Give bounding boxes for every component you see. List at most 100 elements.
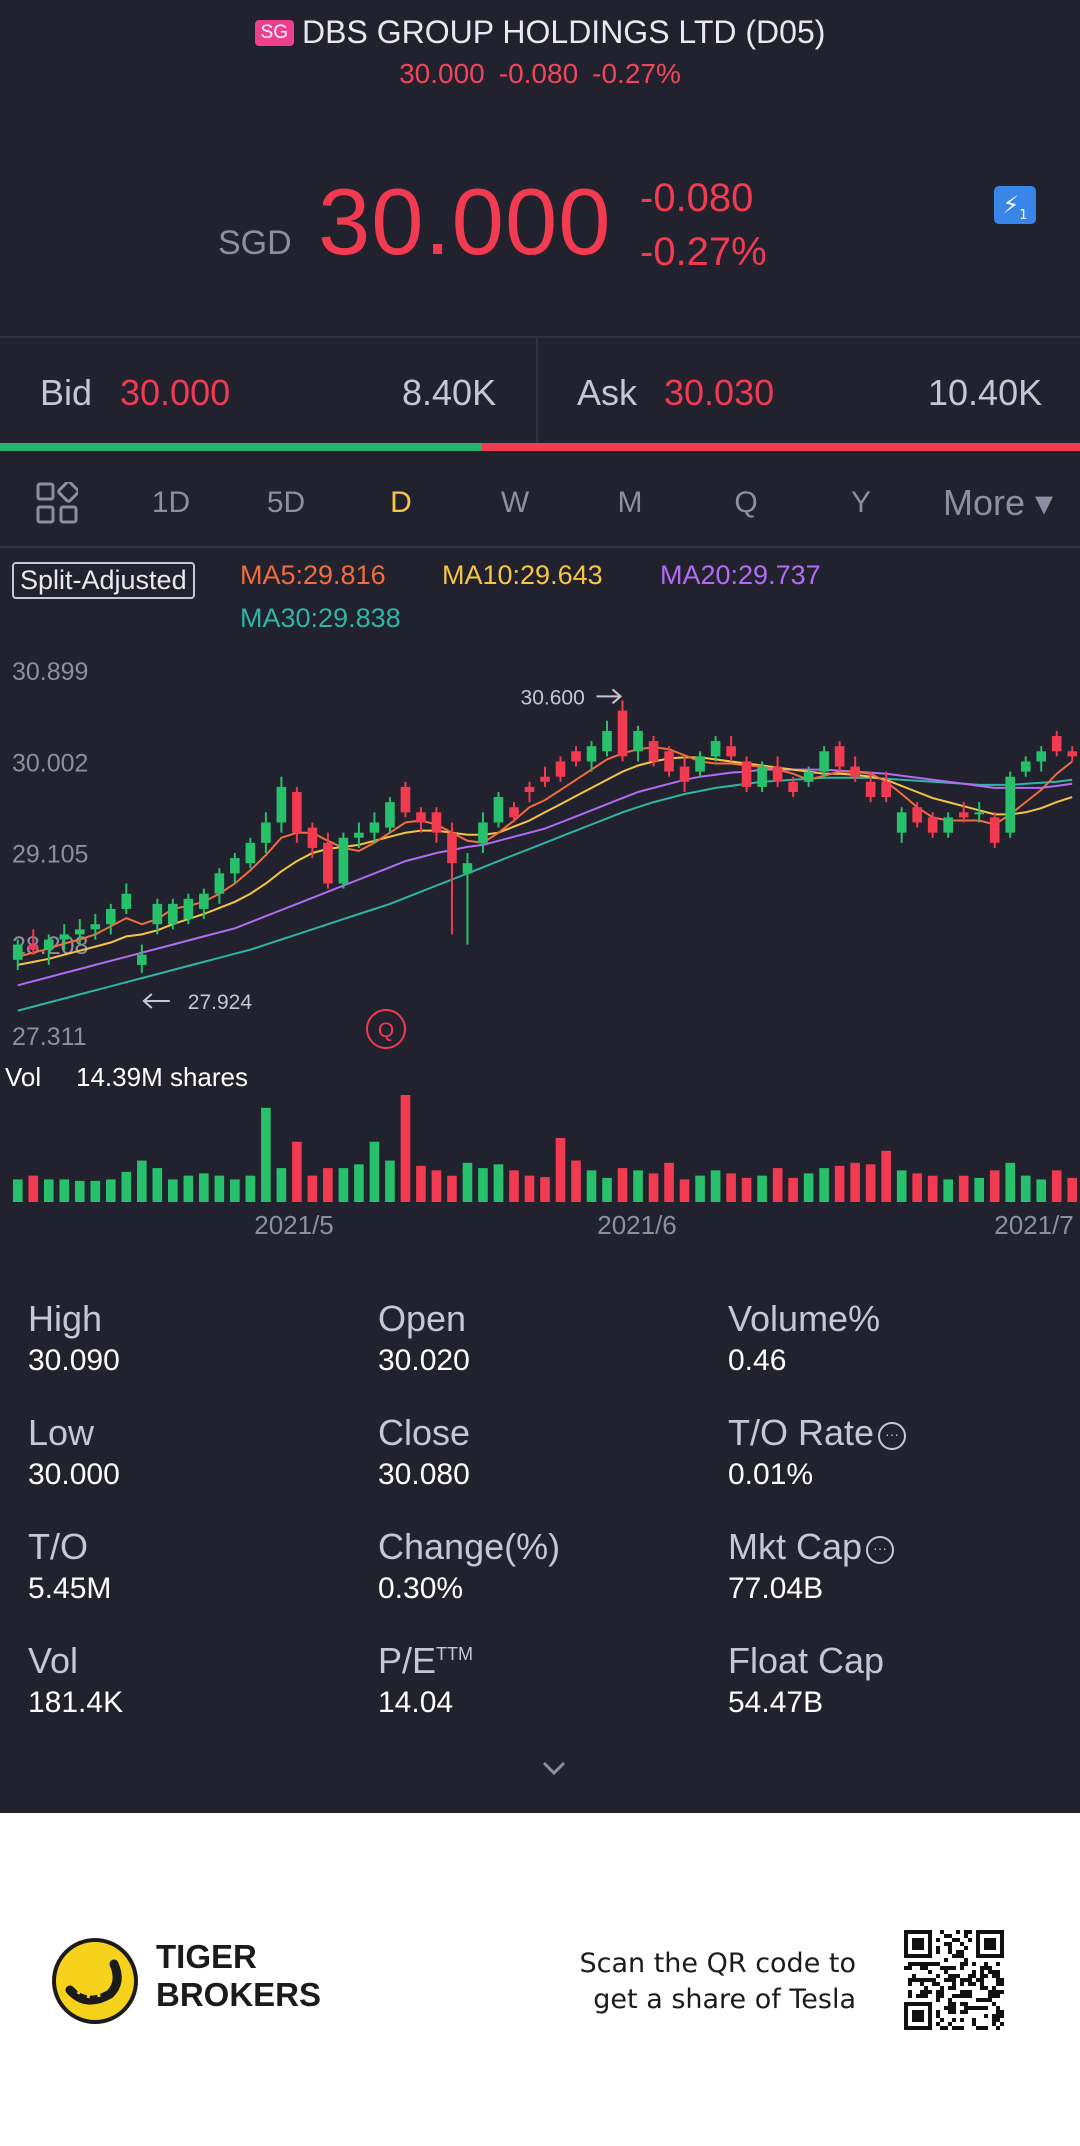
qr-module [928, 2010, 932, 2014]
qr-module [904, 2002, 908, 2006]
qr-module [960, 2002, 964, 2006]
split-adjusted-toggle[interactable]: Split-Adjusted [12, 562, 195, 599]
qr-module [904, 1946, 908, 1950]
qr-module [1000, 2014, 1004, 2018]
lightning-icon[interactable]: ⚡1 [994, 186, 1036, 224]
qr-module [956, 1938, 960, 1942]
qr-module [948, 1946, 952, 1950]
qr-module [984, 1946, 988, 1950]
volume-bar [633, 1170, 643, 1202]
candle-body [834, 746, 845, 767]
volume-bar [664, 1162, 674, 1202]
qr-module [980, 1986, 984, 1990]
qr-module [924, 1954, 928, 1958]
qr-module [904, 2006, 908, 2010]
volume-bar [943, 1179, 953, 1202]
qr-module [992, 1974, 996, 1978]
stat-high: High 30.090 [28, 1298, 120, 1372]
volume-bar [989, 1170, 1000, 1202]
candle-body [447, 832, 457, 864]
candle-body [137, 954, 147, 965]
qr-module [916, 2018, 920, 2022]
x-tick-label: 2021/5 [254, 1210, 334, 1240]
candle-body [633, 730, 643, 752]
tab-1d[interactable]: 1D [151, 486, 191, 519]
qr-module [928, 2018, 932, 2022]
tab-q[interactable]: Q [734, 486, 758, 519]
volume-bar [307, 1175, 318, 1202]
info-icon[interactable]: ··· [866, 1536, 895, 1564]
qr-module [920, 1946, 924, 1950]
info-icon[interactable]: ··· [878, 1422, 907, 1450]
tab-m[interactable]: M [617, 486, 643, 519]
qr-module [1000, 1934, 1004, 1938]
qr-module [908, 1966, 912, 1970]
candle-body [989, 817, 1000, 843]
qr-module [952, 1938, 956, 1942]
volume-bar [369, 1141, 380, 1202]
qr-module [980, 1982, 984, 1986]
qr-module [916, 1978, 920, 1982]
candle-body [571, 751, 581, 762]
tab-5d[interactable]: 5D [266, 486, 306, 519]
qr-module [956, 1974, 960, 1978]
qr-module [996, 2010, 1000, 2014]
stat-low: Low 30.000 [28, 1412, 120, 1486]
qr-module [992, 1970, 996, 1974]
qr-module [928, 2022, 932, 2026]
volume-bar [478, 1168, 488, 1202]
qr-code-icon[interactable] [904, 1930, 1004, 2030]
qr-module [908, 1994, 912, 1998]
candle-body [974, 812, 985, 815]
qr-module [928, 1946, 932, 1950]
qr-module [952, 1978, 956, 1982]
qr-module [996, 1990, 1000, 1994]
qr-module [992, 1954, 996, 1958]
volume-bar [757, 1175, 767, 1202]
candle-body [912, 807, 922, 823]
qr-module [924, 1962, 928, 1966]
stat-mkt-cap: Mkt Cap ··· 77.04B [728, 1526, 895, 1600]
qr-module [912, 1942, 916, 1946]
qr-module [944, 1942, 948, 1946]
qr-module [952, 1974, 956, 1978]
qr-module [912, 2014, 916, 2018]
market-badge: SG [254, 20, 295, 46]
qr-module [964, 1934, 968, 1938]
volume-value: 14.39M shares [76, 1062, 248, 1092]
candle-body [540, 776, 550, 782]
tab-more[interactable]: More ▾ [942, 482, 1054, 523]
qr-module [944, 1970, 948, 1974]
qr-module [904, 2014, 908, 2018]
qr-module [992, 1994, 996, 1998]
candle-body [385, 802, 395, 828]
volume-bar [385, 1160, 395, 1202]
divider [0, 546, 1080, 548]
qr-module [912, 1946, 916, 1950]
tab-w[interactable]: W [500, 486, 530, 519]
qr-module [908, 1962, 912, 1966]
candle-body [881, 781, 891, 798]
stat-vol: Vol 181.4K [28, 1640, 124, 1714]
stat-close: Close 30.080 [378, 1412, 471, 1486]
layout-grid-icon[interactable] [36, 482, 78, 524]
qr-module [916, 1930, 920, 1934]
qr-module [980, 1930, 984, 1934]
candlestick-chart[interactable]: 30.89930.00229.10528.20827.31130.60027.9… [0, 640, 1080, 1250]
period-tabs: 1D 5D D W M Q Y More ▾ [0, 470, 1080, 544]
tab-y[interactable]: Y [850, 486, 871, 519]
chevron-down-icon[interactable] [540, 1754, 568, 1782]
qr-module [968, 1938, 972, 1942]
qr-module [916, 2010, 920, 2014]
tab-d[interactable]: D [390, 486, 412, 519]
qr-module [996, 1954, 1000, 1958]
qr-module [940, 1994, 944, 1998]
candle-body [105, 908, 116, 925]
volume-bar [90, 1180, 101, 1202]
header-change-pct: -0.27% [592, 58, 681, 89]
volume-bar [276, 1168, 287, 1202]
volume-bar [974, 1177, 985, 1202]
ask-ratio-bar [482, 443, 1080, 451]
candle-body [478, 822, 488, 843]
qr-module [920, 1994, 924, 1998]
